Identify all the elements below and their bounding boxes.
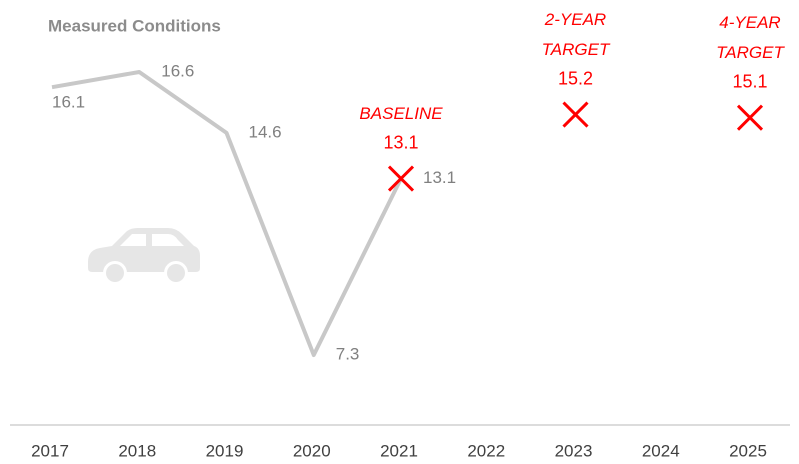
target-value-label: 13.1 xyxy=(383,132,418,152)
x-tick-label: 2018 xyxy=(118,441,156,460)
x-tick-label: 2019 xyxy=(206,441,244,460)
target-marker xyxy=(387,165,415,192)
data-label: 13.1 xyxy=(423,168,456,187)
x-tick-label: 2020 xyxy=(293,441,331,460)
target-annotation: BASELINE xyxy=(359,103,443,123)
series-title: Measured Conditions xyxy=(48,16,221,35)
data-label: 16.6 xyxy=(161,61,194,80)
data-label: 14.6 xyxy=(249,122,282,141)
car-icon xyxy=(88,228,200,285)
target-annotation: 4-YEAR TARGET xyxy=(716,12,784,62)
x-tick-label: 2023 xyxy=(555,441,593,460)
target-marker xyxy=(736,104,764,131)
x-tick-label: 2024 xyxy=(642,441,680,460)
target-value-label: 15.1 xyxy=(732,71,767,91)
target-value-label: 15.2 xyxy=(558,68,593,88)
x-tick-label: 2017 xyxy=(31,441,69,460)
measured-line xyxy=(51,70,403,357)
x-tick-label: 2025 xyxy=(729,441,767,460)
x-tick-label: 2021 xyxy=(380,441,418,460)
target-marker xyxy=(562,101,589,128)
data-label: 7.3 xyxy=(336,344,360,363)
data-label: 16.1 xyxy=(52,93,85,112)
x-tick-label: 2022 xyxy=(467,441,505,460)
target-annotation: 2-YEAR TARGET xyxy=(541,9,610,59)
